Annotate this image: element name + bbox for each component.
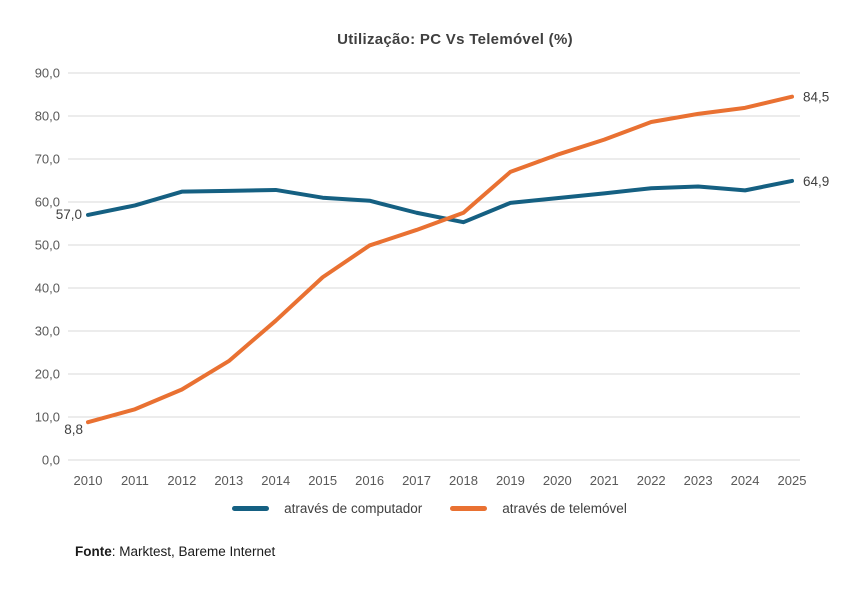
x-tick-label: 2021 [590, 473, 619, 488]
chart-title: Utilização: PC Vs Telemóvel (%) [337, 31, 573, 48]
source-note: Fonte: Marktest, Bareme Internet [75, 544, 275, 559]
source-note-label: Fonte [75, 544, 112, 559]
chart-legend: através de computador através de telemóve… [0, 501, 859, 516]
y-tick-label: 30,0 [35, 324, 60, 339]
legend-marker-icon [450, 506, 488, 511]
legend-item-label: através de computador [284, 501, 423, 516]
x-tick-label: 2013 [214, 473, 243, 488]
x-tick-label: 2025 [778, 473, 807, 488]
x-tick-label: 2024 [731, 473, 760, 488]
x-tick-label: 2020 [543, 473, 572, 488]
x-tick-label: 2019 [496, 473, 525, 488]
x-tick-label: 2022 [637, 473, 666, 488]
data-label: 8,8 [64, 422, 83, 437]
y-tick-label: 40,0 [35, 281, 60, 296]
y-tick-label: 70,0 [35, 152, 60, 167]
y-tick-label: 10,0 [35, 410, 60, 425]
series-line-0 [86, 178, 794, 225]
x-tick-label: 2016 [355, 473, 384, 488]
data-label: 57,0 [56, 207, 82, 222]
x-tick-label: 2011 [121, 473, 149, 488]
y-tick-label: 60,0 [35, 195, 60, 210]
legend-item-0: através de computador [232, 501, 422, 516]
legend-item-1: através de telemóvel [450, 501, 627, 516]
data-label: 64,9 [803, 174, 829, 189]
chart-plot-area: Utilização: PC Vs Telemóvel (%) 0,0 10,0 20… [35, 31, 830, 488]
y-tick-label: 80,0 [35, 109, 60, 124]
x-tick-label: 2012 [167, 473, 196, 488]
series-line-1 [86, 94, 794, 425]
x-tick-label: 2010 [74, 473, 103, 488]
legend-item-label: através de telemóvel [502, 501, 627, 516]
source-note-text: : Marktest, Bareme Internet [111, 544, 276, 559]
y-tick-label: 0,0 [42, 453, 60, 468]
y-tick-label: 50,0 [35, 238, 60, 253]
x-tick-label: 2023 [684, 473, 713, 488]
y-tick-label: 20,0 [35, 367, 60, 382]
x-tick-label: 2014 [261, 473, 290, 488]
legend-marker-icon [232, 506, 270, 511]
x-tick-label: 2018 [449, 473, 478, 488]
data-label: 84,5 [803, 90, 829, 105]
x-tick-label: 2015 [308, 473, 337, 488]
x-tick-label: 2017 [402, 473, 431, 488]
y-tick-label: 90,0 [35, 66, 60, 81]
